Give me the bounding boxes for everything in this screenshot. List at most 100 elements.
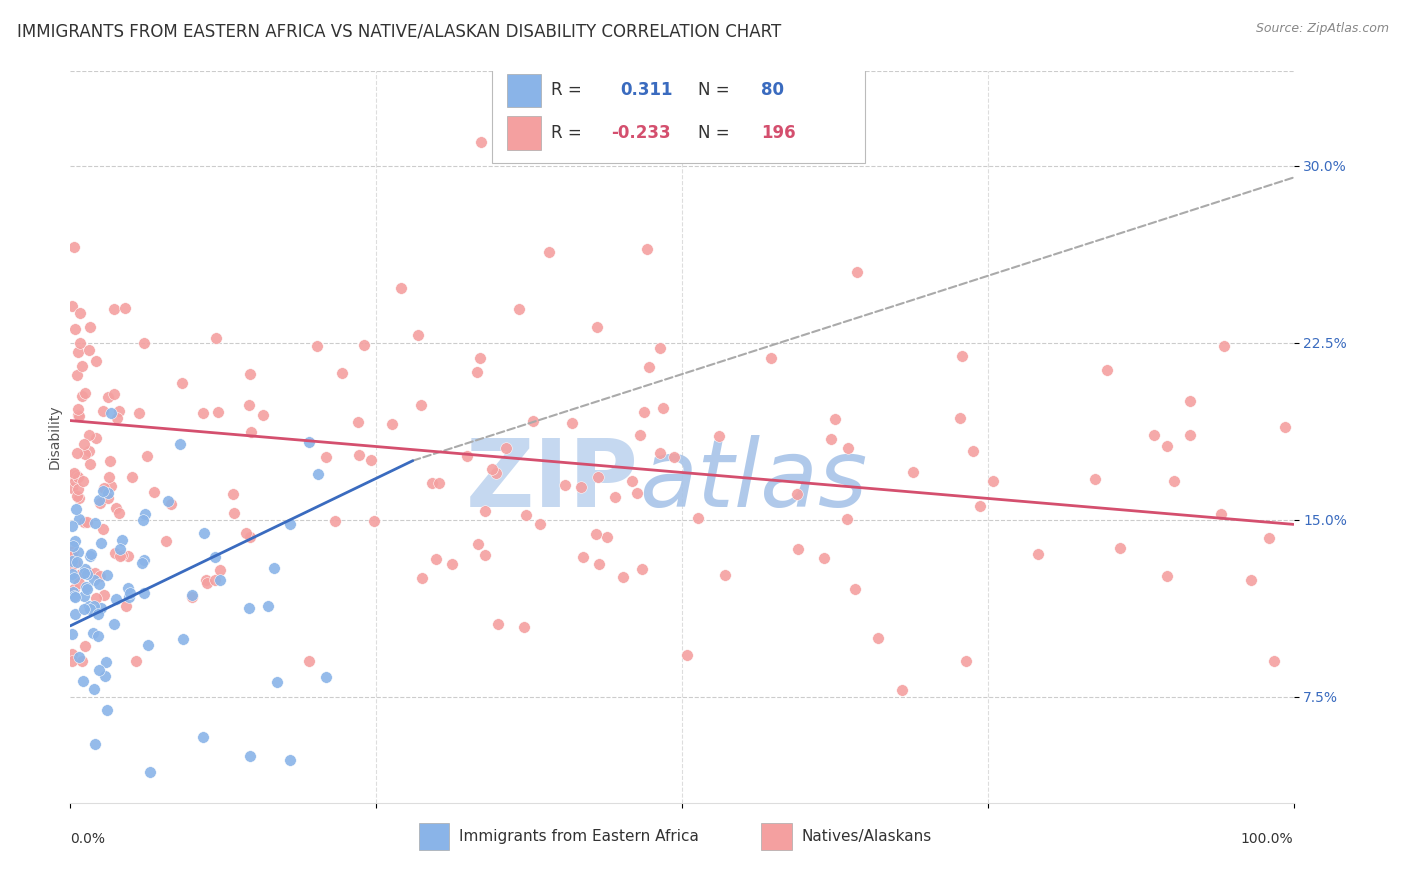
Point — [440, 558, 463, 572]
Point — [837, 441, 859, 455]
Point — [82, 626, 104, 640]
Point — [561, 416, 583, 430]
Point — [134, 335, 156, 350]
Point — [76, 567, 98, 582]
Point — [67, 544, 90, 558]
Point — [638, 360, 661, 375]
Point — [89, 568, 111, 582]
Point — [633, 404, 655, 418]
Point — [67, 482, 90, 496]
Point — [238, 601, 260, 615]
Point — [114, 301, 136, 315]
Point — [121, 470, 143, 484]
Point — [157, 493, 180, 508]
Point — [239, 748, 262, 763]
Point — [66, 408, 89, 422]
Point — [63, 582, 86, 597]
Point — [406, 328, 429, 343]
Point — [155, 533, 177, 548]
Point — [1084, 472, 1107, 486]
Point — [118, 586, 141, 600]
Point — [60, 467, 83, 482]
Point — [170, 376, 193, 390]
Point — [1257, 531, 1279, 545]
Point — [60, 626, 83, 640]
Point — [94, 669, 117, 683]
Point — [62, 539, 84, 553]
Point — [63, 240, 86, 254]
Point — [125, 654, 148, 668]
Point — [298, 435, 321, 450]
Point — [363, 514, 385, 528]
Point — [86, 607, 108, 622]
Point — [83, 737, 105, 751]
Point — [97, 486, 120, 500]
Point — [239, 530, 262, 544]
Point — [761, 351, 783, 365]
Point — [139, 765, 162, 780]
Point — [79, 601, 101, 615]
Point — [66, 555, 89, 569]
Point — [70, 654, 93, 668]
Point — [62, 585, 84, 599]
Point — [79, 549, 101, 563]
Point — [75, 580, 97, 594]
Point — [470, 135, 492, 149]
Point — [60, 566, 83, 581]
Point — [90, 601, 112, 615]
Point — [73, 601, 96, 615]
Text: Source: ZipAtlas.com: Source: ZipAtlas.com — [1256, 22, 1389, 36]
Point — [104, 591, 127, 606]
Point — [686, 510, 709, 524]
Point — [529, 516, 551, 531]
Point — [1209, 507, 1232, 521]
Point — [73, 436, 96, 450]
Point — [280, 753, 302, 767]
Point — [1143, 428, 1166, 442]
Point — [108, 541, 131, 556]
Point — [193, 730, 215, 744]
Point — [103, 617, 125, 632]
Point — [381, 417, 404, 431]
Point — [1180, 393, 1202, 408]
Point — [813, 550, 835, 565]
Point — [411, 398, 433, 412]
Point — [315, 670, 337, 684]
Point — [97, 491, 120, 505]
Text: IMMIGRANTS FROM EASTERN AFRICA VS NATIVE/ALASKAN DISABILITY CORRELATION CHART: IMMIGRANTS FROM EASTERN AFRICA VS NATIVE… — [17, 22, 782, 40]
Point — [73, 447, 96, 461]
Text: 196: 196 — [762, 124, 796, 142]
Point — [1109, 541, 1132, 555]
Point — [104, 546, 127, 560]
Point — [169, 436, 191, 450]
Point — [636, 242, 658, 256]
Point — [180, 588, 202, 602]
Point — [508, 302, 530, 317]
Point — [107, 404, 129, 418]
Point — [353, 337, 375, 351]
Point — [73, 639, 96, 653]
Point — [427, 475, 450, 490]
Point — [72, 474, 94, 488]
Point — [235, 525, 257, 540]
Point — [1180, 428, 1202, 442]
Point — [1263, 654, 1285, 668]
Point — [87, 576, 110, 591]
Point — [159, 497, 181, 511]
Point — [63, 589, 86, 603]
Point — [65, 556, 87, 570]
Point — [73, 566, 96, 581]
Point — [949, 411, 972, 425]
Point — [456, 450, 478, 464]
Point — [252, 408, 274, 422]
Point — [90, 536, 112, 550]
Point — [467, 537, 489, 551]
Point — [1156, 439, 1178, 453]
Point — [468, 351, 491, 366]
Point — [63, 591, 86, 605]
Point — [648, 446, 671, 460]
Point — [115, 599, 138, 613]
Point — [707, 429, 730, 443]
Point — [65, 322, 87, 336]
Point — [835, 512, 858, 526]
